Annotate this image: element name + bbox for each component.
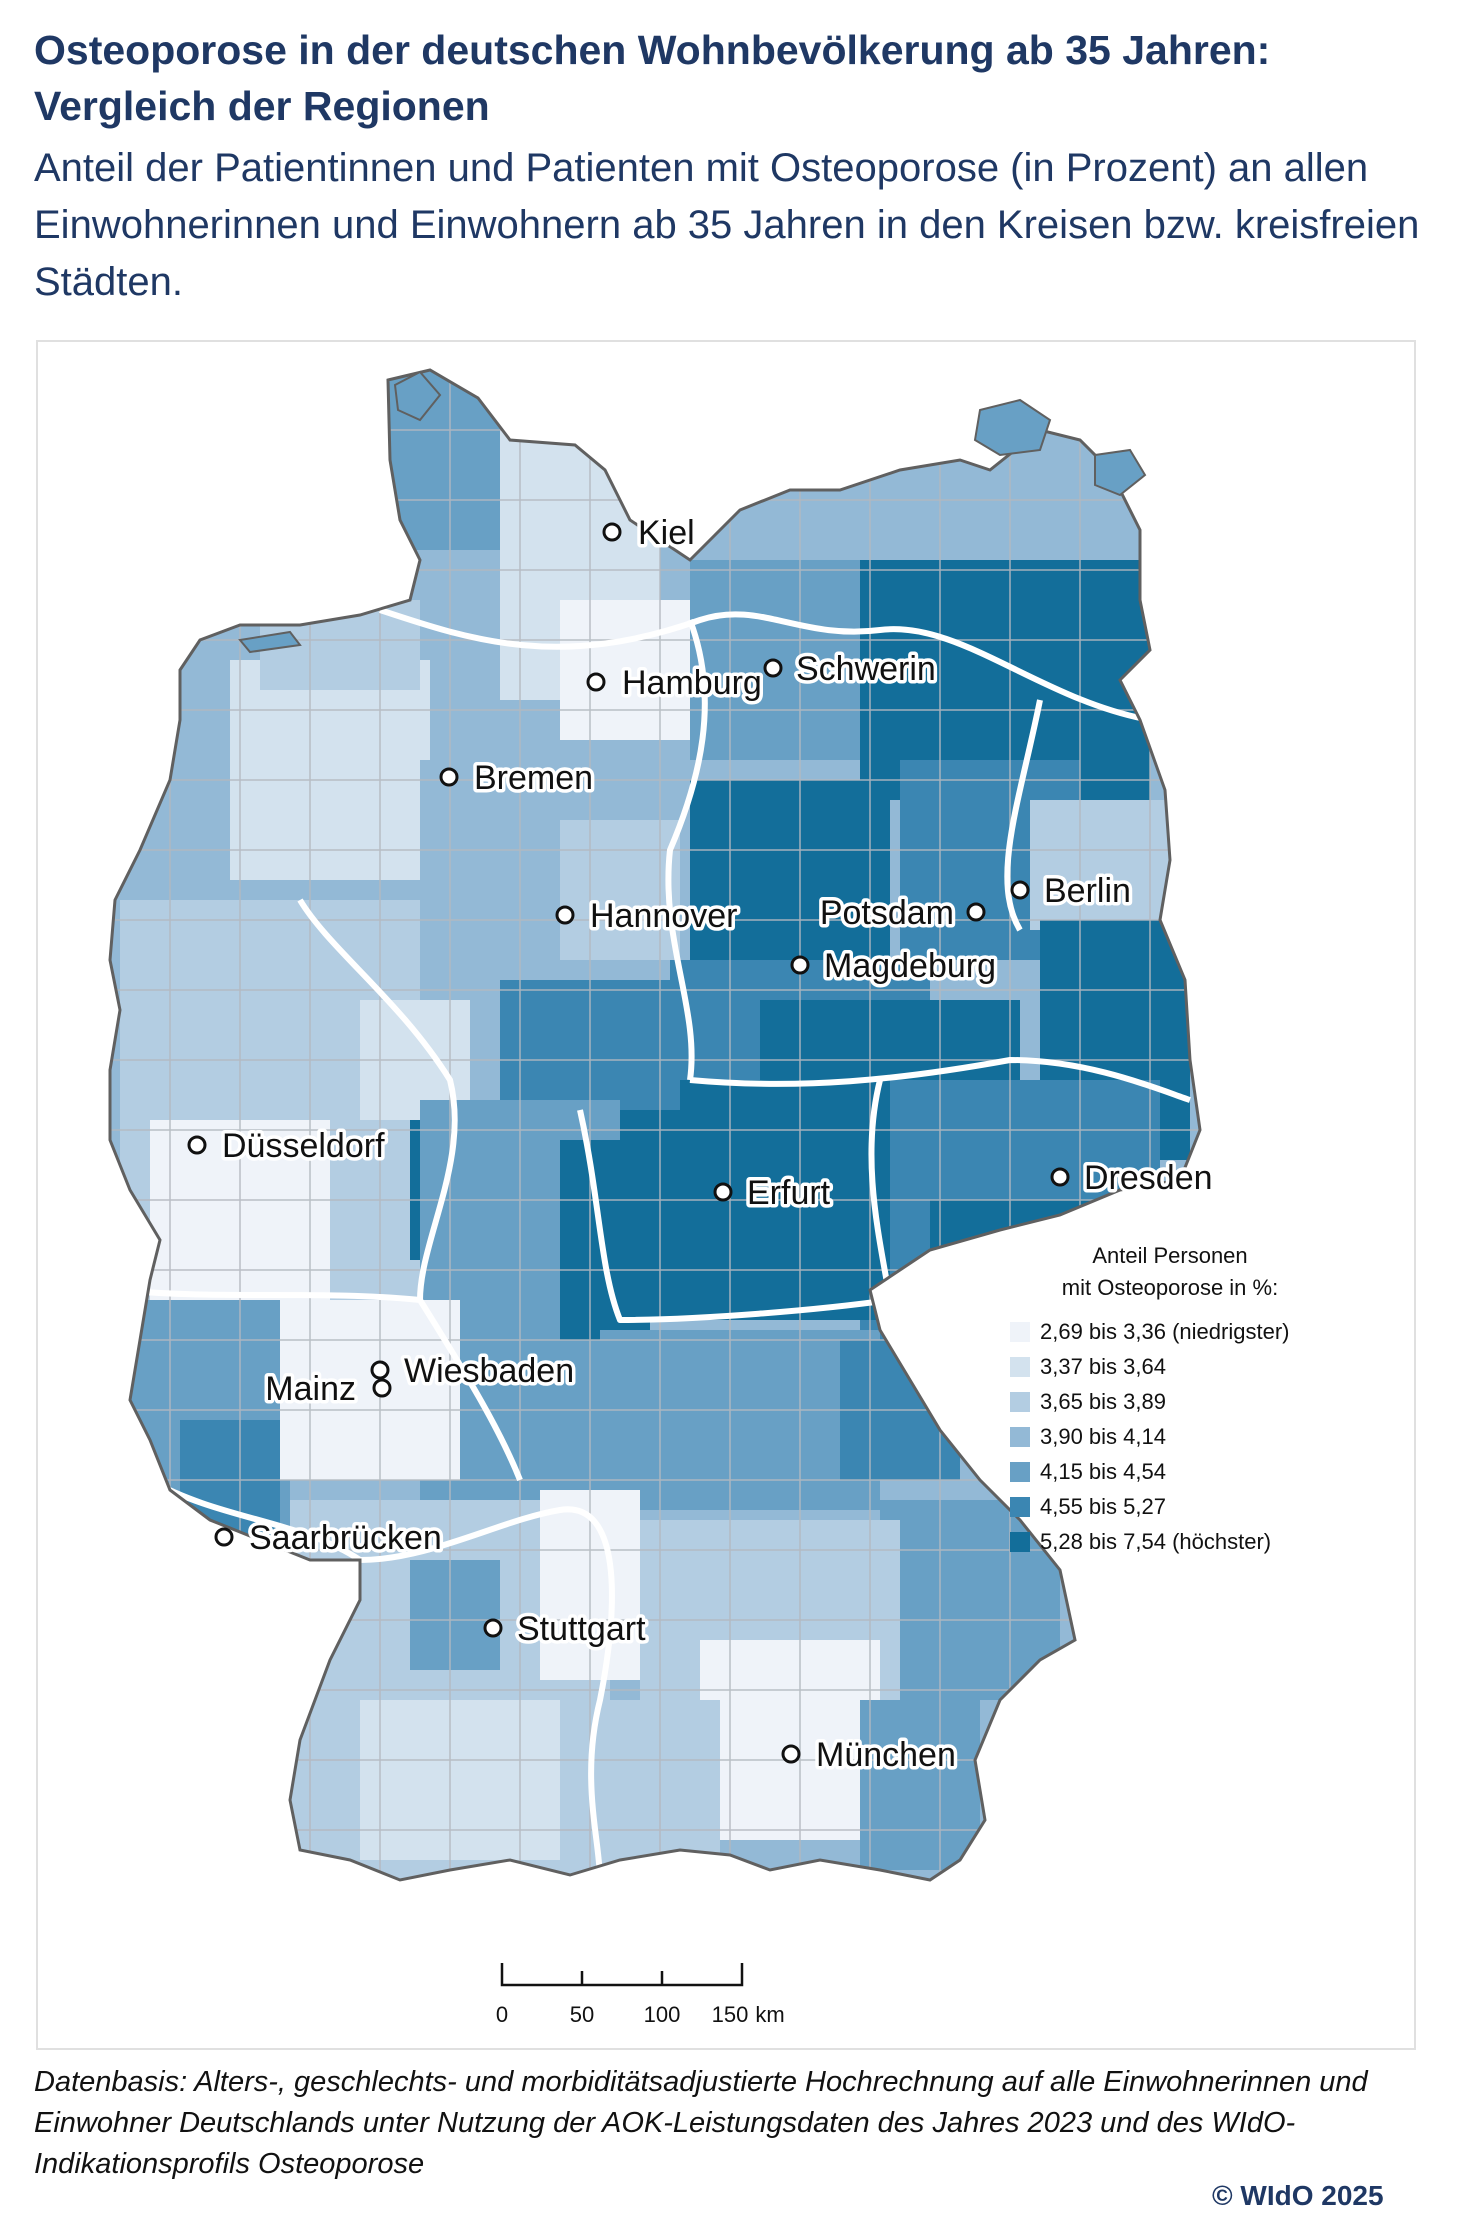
city-marker-icon xyxy=(1050,1167,1070,1187)
city-marker-icon xyxy=(602,522,622,542)
scale-bar: 0 50 100 150 km xyxy=(496,1963,785,2027)
city-düsseldorf: Düsseldorf xyxy=(187,1124,389,1169)
legend-item: 4,55 bis 5,27 xyxy=(1010,1489,1410,1524)
map-title: Osteoporose in der deutschen Wohnbevölke… xyxy=(34,27,1271,129)
scale-unit: km xyxy=(755,2002,784,2027)
legend-swatch xyxy=(1010,1461,1030,1482)
city-label: Berlin xyxy=(1044,872,1131,910)
scale-bar-ticks xyxy=(580,1971,664,1985)
legend-title: Anteil Personen mit Osteoporose in %: xyxy=(1010,1240,1330,1304)
legend-swatch xyxy=(1010,1356,1030,1377)
city-schwerin: Schwerin xyxy=(763,647,939,692)
city-label: München xyxy=(816,1736,956,1774)
legend: Anteil Personen mit Osteoporose in %: 2,… xyxy=(1010,1240,1410,1559)
legend-item: 3,90 bis 4,14 xyxy=(1010,1419,1410,1454)
city-marker-icon xyxy=(790,955,810,975)
city-label: Erfurt xyxy=(747,1174,831,1212)
legend-label: 4,55 bis 5,27 xyxy=(1040,1493,1166,1519)
city-marker-icon xyxy=(763,658,783,678)
city-marker-icon xyxy=(187,1135,207,1155)
city-marker-icon xyxy=(214,1527,234,1547)
city-erfurt: Erfurt xyxy=(713,1171,834,1216)
city-saarbrücken: Saarbrücken xyxy=(214,1516,445,1561)
city-label: Saarbrücken xyxy=(249,1519,442,1557)
legend-label: 3,37 bis 3,64 xyxy=(1040,1353,1166,1379)
city-hannover: Hannover xyxy=(555,894,741,939)
legend-item: 5,28 bis 7,54 (höchster) xyxy=(1010,1524,1410,1559)
copyright: © WIdO 2025 xyxy=(1212,2180,1384,2211)
scale-tick-100: 100 xyxy=(644,2002,681,2027)
legend-label: 5,28 bis 7,54 (höchster) xyxy=(1040,1528,1272,1554)
city-marker-icon xyxy=(372,1378,392,1398)
city-wiesbaden: Wiesbaden xyxy=(370,1349,578,1394)
scale-tick-0: 0 xyxy=(496,2002,508,2027)
scale-tick-150: 150 xyxy=(712,2002,749,2027)
city-label: Stuttgart xyxy=(517,1610,646,1648)
city-markers: Kiel Hamburg Schwerin Bremen Berlin Potsdam Ha… xyxy=(187,511,1216,1778)
city-label: Magdeburg xyxy=(824,947,996,985)
city-marker-icon xyxy=(586,672,606,692)
city-magdeburg: Magdeburg xyxy=(790,944,1000,989)
legend-swatch xyxy=(1010,1426,1030,1447)
city-label: Düsseldorf xyxy=(222,1127,385,1165)
city-stuttgart: Stuttgart xyxy=(483,1607,650,1652)
city-label: Wiesbaden xyxy=(404,1352,574,1390)
city-marker-icon xyxy=(1010,880,1030,900)
legend-swatch xyxy=(1010,1496,1030,1517)
city-hamburg: Hamburg xyxy=(586,661,765,706)
map-subtitle: Anteil der Patientinnen und Patienten mi… xyxy=(34,146,1420,304)
city-bremen: Bremen xyxy=(439,756,597,801)
district-choropleth xyxy=(110,370,1200,1880)
city-marker-icon xyxy=(781,1744,801,1764)
legend-label: 4,15 bis 4,54 xyxy=(1040,1458,1166,1484)
city-marker-icon xyxy=(713,1182,733,1202)
city-marker-icon xyxy=(966,902,986,922)
city-marker-icon xyxy=(370,1360,390,1380)
city-mainz: Mainz xyxy=(262,1367,392,1412)
city-label: Bremen xyxy=(474,759,593,797)
district-borders xyxy=(110,370,1200,1880)
legend-item: 3,65 bis 3,89 xyxy=(1010,1384,1410,1419)
legend-swatch xyxy=(1010,1531,1030,1552)
city-label: Mainz xyxy=(265,1370,356,1408)
legend-items: 2,69 bis 3,36 (niedrigster) 3,37 bis 3,64… xyxy=(1010,1314,1410,1559)
city-label: Dresden xyxy=(1084,1159,1213,1197)
legend-label: 3,90 bis 4,14 xyxy=(1040,1423,1166,1449)
city-dresden: Dresden xyxy=(1050,1156,1216,1201)
city-potsdam: Potsdam xyxy=(816,891,986,936)
city-kiel: Kiel xyxy=(602,511,698,556)
data-source-footnote: Datenbasis: Alters-, geschlechts- und mo… xyxy=(34,2066,1368,2180)
city-marker-icon xyxy=(439,767,459,787)
legend-item: 3,37 bis 3,64 xyxy=(1010,1349,1410,1384)
city-münchen: München xyxy=(781,1733,959,1778)
legend-title-line1: Anteil Personen xyxy=(1092,1243,1248,1268)
city-berlin: Berlin xyxy=(1010,869,1134,914)
legend-item: 4,15 bis 4,54 xyxy=(1010,1454,1410,1489)
city-label: Hannover xyxy=(590,897,737,935)
state-borders xyxy=(119,607,1191,1880)
scale-bar-line xyxy=(500,1963,744,1987)
legend-swatch xyxy=(1010,1391,1030,1412)
city-label: Potsdam xyxy=(820,894,954,932)
city-marker-icon xyxy=(483,1618,503,1638)
legend-label: 2,69 bis 3,36 (niedrigster) xyxy=(1040,1318,1290,1344)
city-label: Hamburg xyxy=(622,664,762,702)
scale-tick-50: 50 xyxy=(570,2002,594,2027)
city-label: Schwerin xyxy=(796,650,936,688)
city-marker-icon xyxy=(555,905,575,925)
legend-item: 2,69 bis 3,36 (niedrigster) xyxy=(1010,1314,1410,1349)
legend-title-line2: mit Osteoporose in %: xyxy=(1061,1275,1279,1300)
legend-swatch xyxy=(1010,1321,1030,1342)
city-label: Kiel xyxy=(638,514,695,552)
legend-label: 3,65 bis 3,89 xyxy=(1040,1388,1166,1414)
coastal-islands xyxy=(238,370,1147,654)
